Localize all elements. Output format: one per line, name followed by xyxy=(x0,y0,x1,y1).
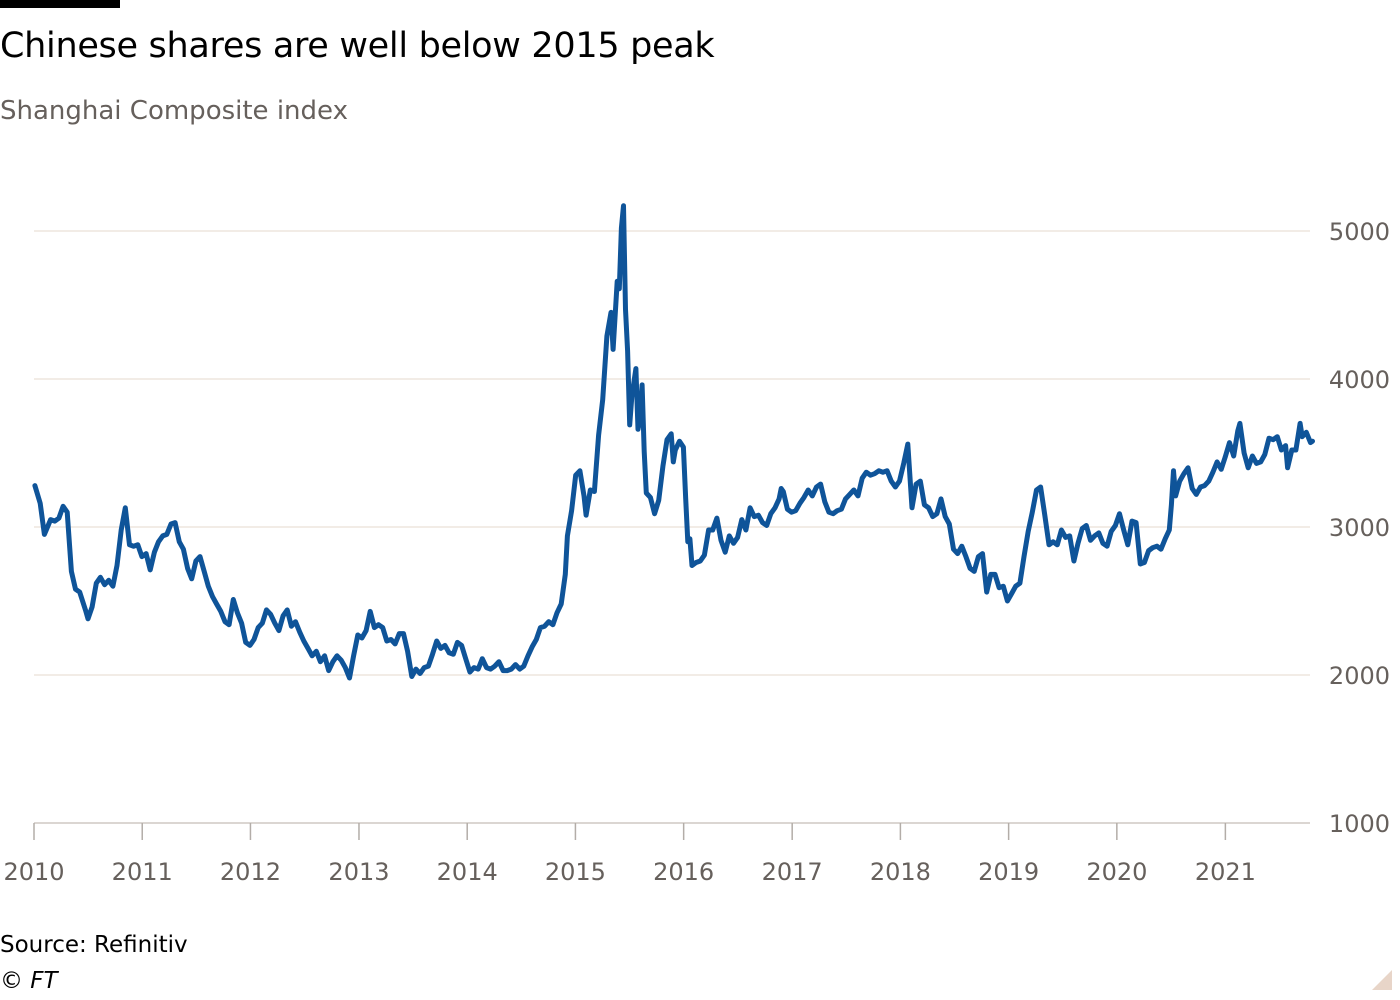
x-tick-label: 2012 xyxy=(220,858,281,886)
x-tick-label: 2020 xyxy=(1086,858,1147,886)
series-line xyxy=(32,203,1315,681)
y-tick-label: 3000 xyxy=(1329,514,1390,542)
copyright-note: © FT xyxy=(0,968,58,994)
y-tick-label: 1000 xyxy=(1329,810,1390,838)
y-tick-label: 2000 xyxy=(1329,662,1390,690)
line-chart: 2010 2011 2012 2013 2014 2015 2016 2017 2018 2019… xyxy=(3,203,1390,886)
x-axis: 2010 2011 2012 2013 2014 2015 2016 2017 2018 2019… xyxy=(3,823,1256,886)
x-tick-label: 2016 xyxy=(653,858,714,886)
source-note: Source: Refinitiv xyxy=(0,932,188,958)
series-layer xyxy=(32,203,1315,681)
x-tick-label: 2018 xyxy=(870,858,931,886)
x-tick-label: 2019 xyxy=(978,858,1039,886)
chart-title: Chinese shares are well below 2015 peak xyxy=(0,26,715,66)
x-tick-label: 2015 xyxy=(545,858,606,886)
x-tick-label: 2021 xyxy=(1195,858,1256,886)
x-tick-label: 2011 xyxy=(112,858,173,886)
brand-bar xyxy=(0,0,120,8)
x-tick-label: 2014 xyxy=(437,858,498,886)
x-tick-label: 2010 xyxy=(3,858,64,886)
gridlines xyxy=(34,230,1310,824)
chart-subtitle: Shanghai Composite index xyxy=(0,96,348,126)
x-tick-label: 2013 xyxy=(328,858,389,886)
y-axis: 1000 2000 3000 4000 5000 xyxy=(1329,218,1390,838)
y-tick-label: 5000 xyxy=(1329,218,1390,246)
corner-triangle-icon xyxy=(1372,970,1392,990)
y-tick-label: 4000 xyxy=(1329,366,1390,394)
x-tick-label: 2017 xyxy=(762,858,823,886)
